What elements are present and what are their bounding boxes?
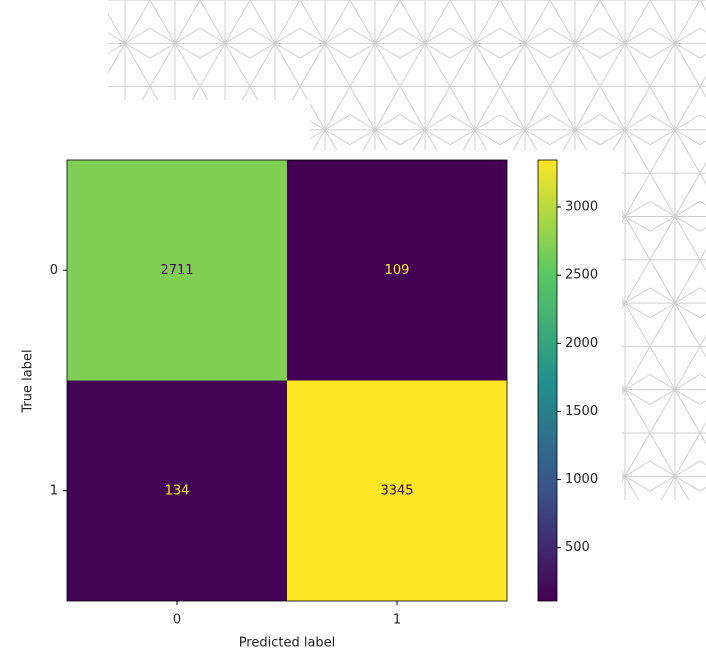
colorbar-tick-label: 2500 bbox=[565, 268, 598, 283]
plot-frame bbox=[66, 159, 508, 602]
colorbar-tick-label: 1500 bbox=[565, 404, 598, 419]
colorbar-tick-label: 3000 bbox=[565, 200, 598, 215]
x-tick-label: 0 bbox=[173, 613, 181, 628]
cell bbox=[67, 160, 287, 381]
cell-label: 3345 bbox=[380, 483, 413, 498]
background-pattern bbox=[108, 0, 706, 500]
cell bbox=[287, 380, 507, 601]
cell-label: 2711 bbox=[160, 263, 193, 278]
y-tick-label: 0 bbox=[50, 263, 58, 278]
y-tick-label: 1 bbox=[50, 483, 58, 498]
x-axis-label: Predicted label bbox=[239, 636, 336, 651]
colorbar-tick-label: 1000 bbox=[565, 472, 598, 487]
colorbar bbox=[537, 159, 558, 602]
colorbar-tick-label: 2000 bbox=[565, 336, 598, 351]
x-tick-label: 1 bbox=[393, 613, 401, 628]
cell-label: 109 bbox=[385, 263, 410, 278]
y-axis-label: True label bbox=[21, 349, 36, 413]
cell-label: 134 bbox=[165, 483, 190, 498]
cell bbox=[67, 380, 287, 601]
cell bbox=[287, 160, 507, 381]
colorbar-tick-label: 500 bbox=[565, 540, 590, 555]
